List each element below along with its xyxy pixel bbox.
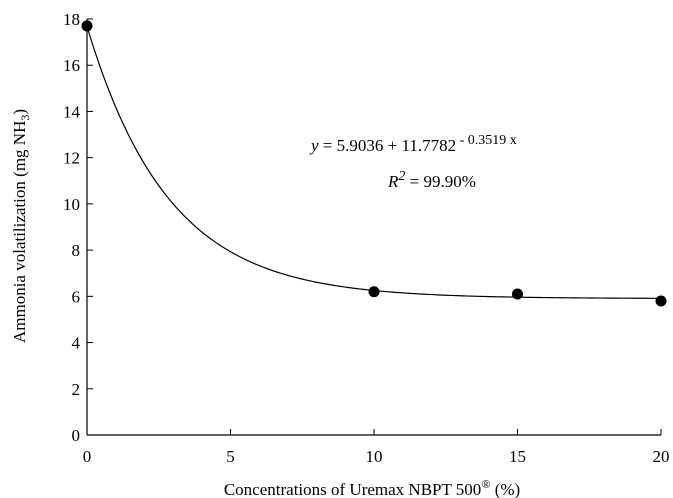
y-axis-title-suffix: )	[10, 109, 29, 115]
r-squared-line: R2 = 99.90%	[387, 169, 476, 191]
x-tick-label: 15	[509, 447, 526, 466]
data-point	[655, 295, 667, 307]
y-axis-title-main: Ammonia volatilization (mg NH	[10, 121, 29, 343]
data-points	[81, 20, 667, 307]
x-tick-label: 0	[83, 447, 92, 466]
y-tick-label: 8	[72, 241, 81, 260]
y-axis-title: Ammonia volatilization (mg NH3)	[10, 109, 32, 343]
y-axis-title-sub: 3	[18, 115, 32, 121]
equation-y-variable: y	[309, 136, 319, 155]
y-tick-label: 0	[72, 426, 81, 445]
x-axis-ticks: 0 5 10 15 20	[83, 429, 670, 466]
equation-exponent: - 0.3519 x	[456, 133, 517, 148]
x-tick-label: 5	[226, 447, 235, 466]
data-point	[512, 288, 523, 300]
x-tick-label: 20	[653, 447, 670, 466]
y-tick-label: 4	[72, 334, 81, 353]
y-tick-label: 6	[72, 287, 81, 306]
y-tick-label: 12	[63, 149, 80, 168]
x-axis-title-main: Concentrations of Uremax NBPT 500	[224, 480, 481, 498]
y-tick-label: 2	[72, 380, 81, 399]
r-squared-variable: R	[387, 172, 399, 191]
x-tick-label: 10	[366, 447, 383, 466]
y-axis-ticks: 0 2 4 6 8 10 12 14 16 18	[63, 10, 93, 445]
fit-curve	[86, 26, 662, 299]
y-tick-label: 14	[63, 102, 81, 121]
x-axis-title: Concentrations of Uremax NBPT 500® (%)	[224, 477, 520, 498]
equation-line: y = 5.9036 + 11.7782 - 0.3519 x	[309, 133, 517, 155]
data-point	[368, 286, 380, 298]
y-tick-label: 18	[63, 10, 80, 29]
y-tick-label: 16	[63, 56, 80, 75]
equation-base: = 5.9036 + 11.7782	[319, 136, 457, 155]
axes	[86, 19, 661, 436]
x-axis-title-sup: ®	[481, 477, 490, 491]
y-tick-label: 10	[63, 195, 80, 214]
r-squared-superscript: 2	[398, 169, 405, 184]
x-axis-title-suffix: (%)	[490, 480, 520, 498]
data-point	[81, 20, 93, 32]
r-squared-value: = 99.90%	[405, 172, 476, 191]
